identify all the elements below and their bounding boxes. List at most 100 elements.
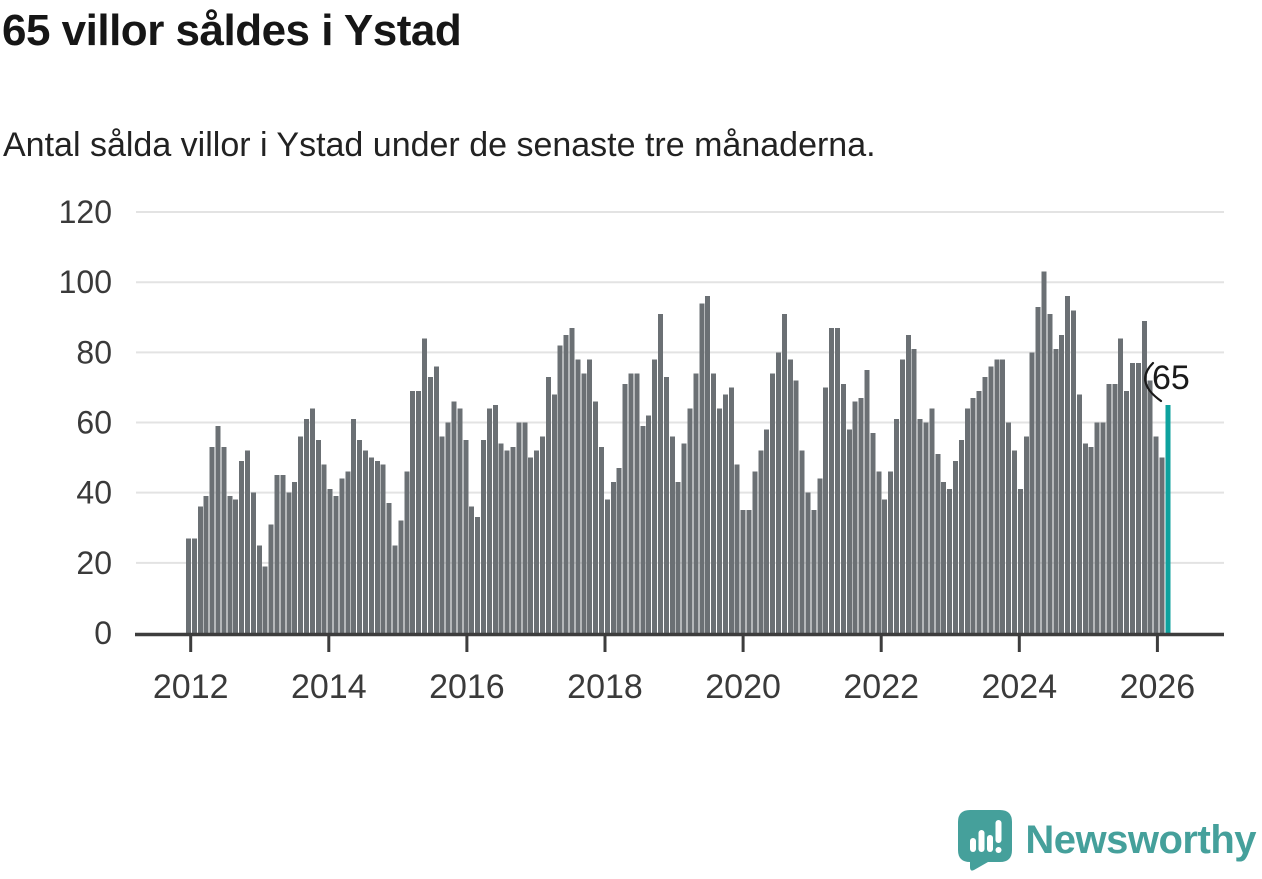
bar — [858, 397, 864, 633]
bar — [699, 303, 705, 633]
bar — [357, 440, 363, 633]
x-tick-label: 2016 — [429, 668, 505, 706]
x-tick-label: 2020 — [705, 668, 781, 706]
bar — [540, 436, 545, 633]
bar — [557, 345, 563, 633]
bar — [640, 426, 646, 633]
chart-subtitle: Antal sålda villor i Ystad under de sena… — [3, 126, 876, 164]
bar — [1147, 380, 1153, 633]
bar — [433, 366, 439, 633]
bar — [504, 450, 510, 633]
bar — [835, 327, 840, 633]
bar — [923, 422, 929, 633]
bar — [852, 401, 858, 633]
newsworthy-logo-icon — [958, 810, 1013, 871]
bar — [675, 482, 681, 633]
bar — [941, 482, 947, 633]
bar — [711, 373, 717, 633]
bar — [427, 376, 433, 633]
bar — [917, 419, 923, 633]
bar — [1041, 271, 1047, 633]
bar — [610, 482, 616, 633]
bar — [250, 492, 256, 633]
bar — [274, 475, 280, 633]
bar — [563, 334, 569, 633]
bar — [392, 545, 398, 633]
bar — [569, 327, 575, 633]
bar — [728, 387, 734, 633]
bar — [203, 496, 209, 633]
bar — [1159, 457, 1165, 633]
bar — [793, 380, 799, 633]
bar — [321, 464, 327, 633]
annotation-leader — [1144, 361, 1163, 403]
bar — [958, 440, 964, 633]
bar — [416, 390, 422, 633]
bar — [227, 496, 233, 633]
bar — [888, 471, 894, 633]
bar — [233, 499, 239, 633]
bar — [339, 478, 345, 633]
bar — [1130, 362, 1135, 633]
bar — [787, 359, 793, 633]
bar — [1065, 296, 1071, 633]
bar — [280, 475, 286, 633]
logo-bar-tall — [978, 830, 985, 852]
bar — [669, 436, 675, 633]
y-tick-label: 20 — [76, 545, 112, 581]
bar — [1141, 320, 1147, 633]
bar — [498, 443, 504, 633]
bar — [687, 408, 693, 633]
bar — [191, 538, 197, 633]
bar — [652, 359, 658, 633]
logo-exclamation-dot — [995, 847, 1002, 853]
bar — [374, 461, 380, 633]
bar — [1076, 394, 1082, 633]
y-tick-label: 80 — [76, 334, 112, 370]
bar — [976, 390, 982, 633]
bar — [1082, 443, 1088, 633]
bar — [1053, 348, 1059, 633]
bar — [516, 422, 522, 633]
bar — [846, 429, 852, 633]
bar — [840, 383, 846, 633]
bar — [534, 450, 540, 633]
bar — [262, 566, 268, 633]
logo-bar-small — [970, 838, 977, 852]
bar — [587, 359, 593, 633]
newsworthy-logo: Newsworthy — [957, 809, 1256, 871]
bar — [1059, 334, 1065, 633]
x-tick-label: 2012 — [153, 668, 229, 706]
bar — [292, 482, 298, 633]
bar — [770, 373, 776, 633]
bar — [581, 373, 587, 633]
chart-title: 65 villor såldes i Ystad — [2, 6, 462, 55]
bar — [386, 503, 392, 633]
bar — [528, 457, 534, 633]
bar — [894, 419, 899, 633]
speech-bubble-shape — [958, 810, 1013, 871]
bar — [752, 471, 758, 633]
bar — [445, 422, 451, 633]
bar — [215, 426, 221, 633]
logo-bar-medium — [987, 835, 994, 852]
bar — [616, 468, 622, 633]
bar — [1017, 489, 1023, 633]
bar — [510, 447, 516, 633]
bar — [882, 499, 888, 633]
bar — [929, 408, 935, 633]
value-annotation: 65 — [1152, 359, 1190, 397]
bar — [740, 510, 746, 633]
bar — [781, 313, 787, 633]
bar — [333, 496, 339, 633]
bar — [463, 440, 469, 633]
bar — [1106, 383, 1112, 633]
bar — [628, 373, 634, 633]
bar — [351, 419, 357, 633]
bar — [469, 506, 475, 633]
logo-exclamation-bar — [995, 820, 1002, 843]
bar — [286, 492, 292, 633]
y-tick-label: 0 — [94, 615, 112, 651]
bar — [1112, 383, 1118, 633]
bar — [398, 520, 404, 633]
